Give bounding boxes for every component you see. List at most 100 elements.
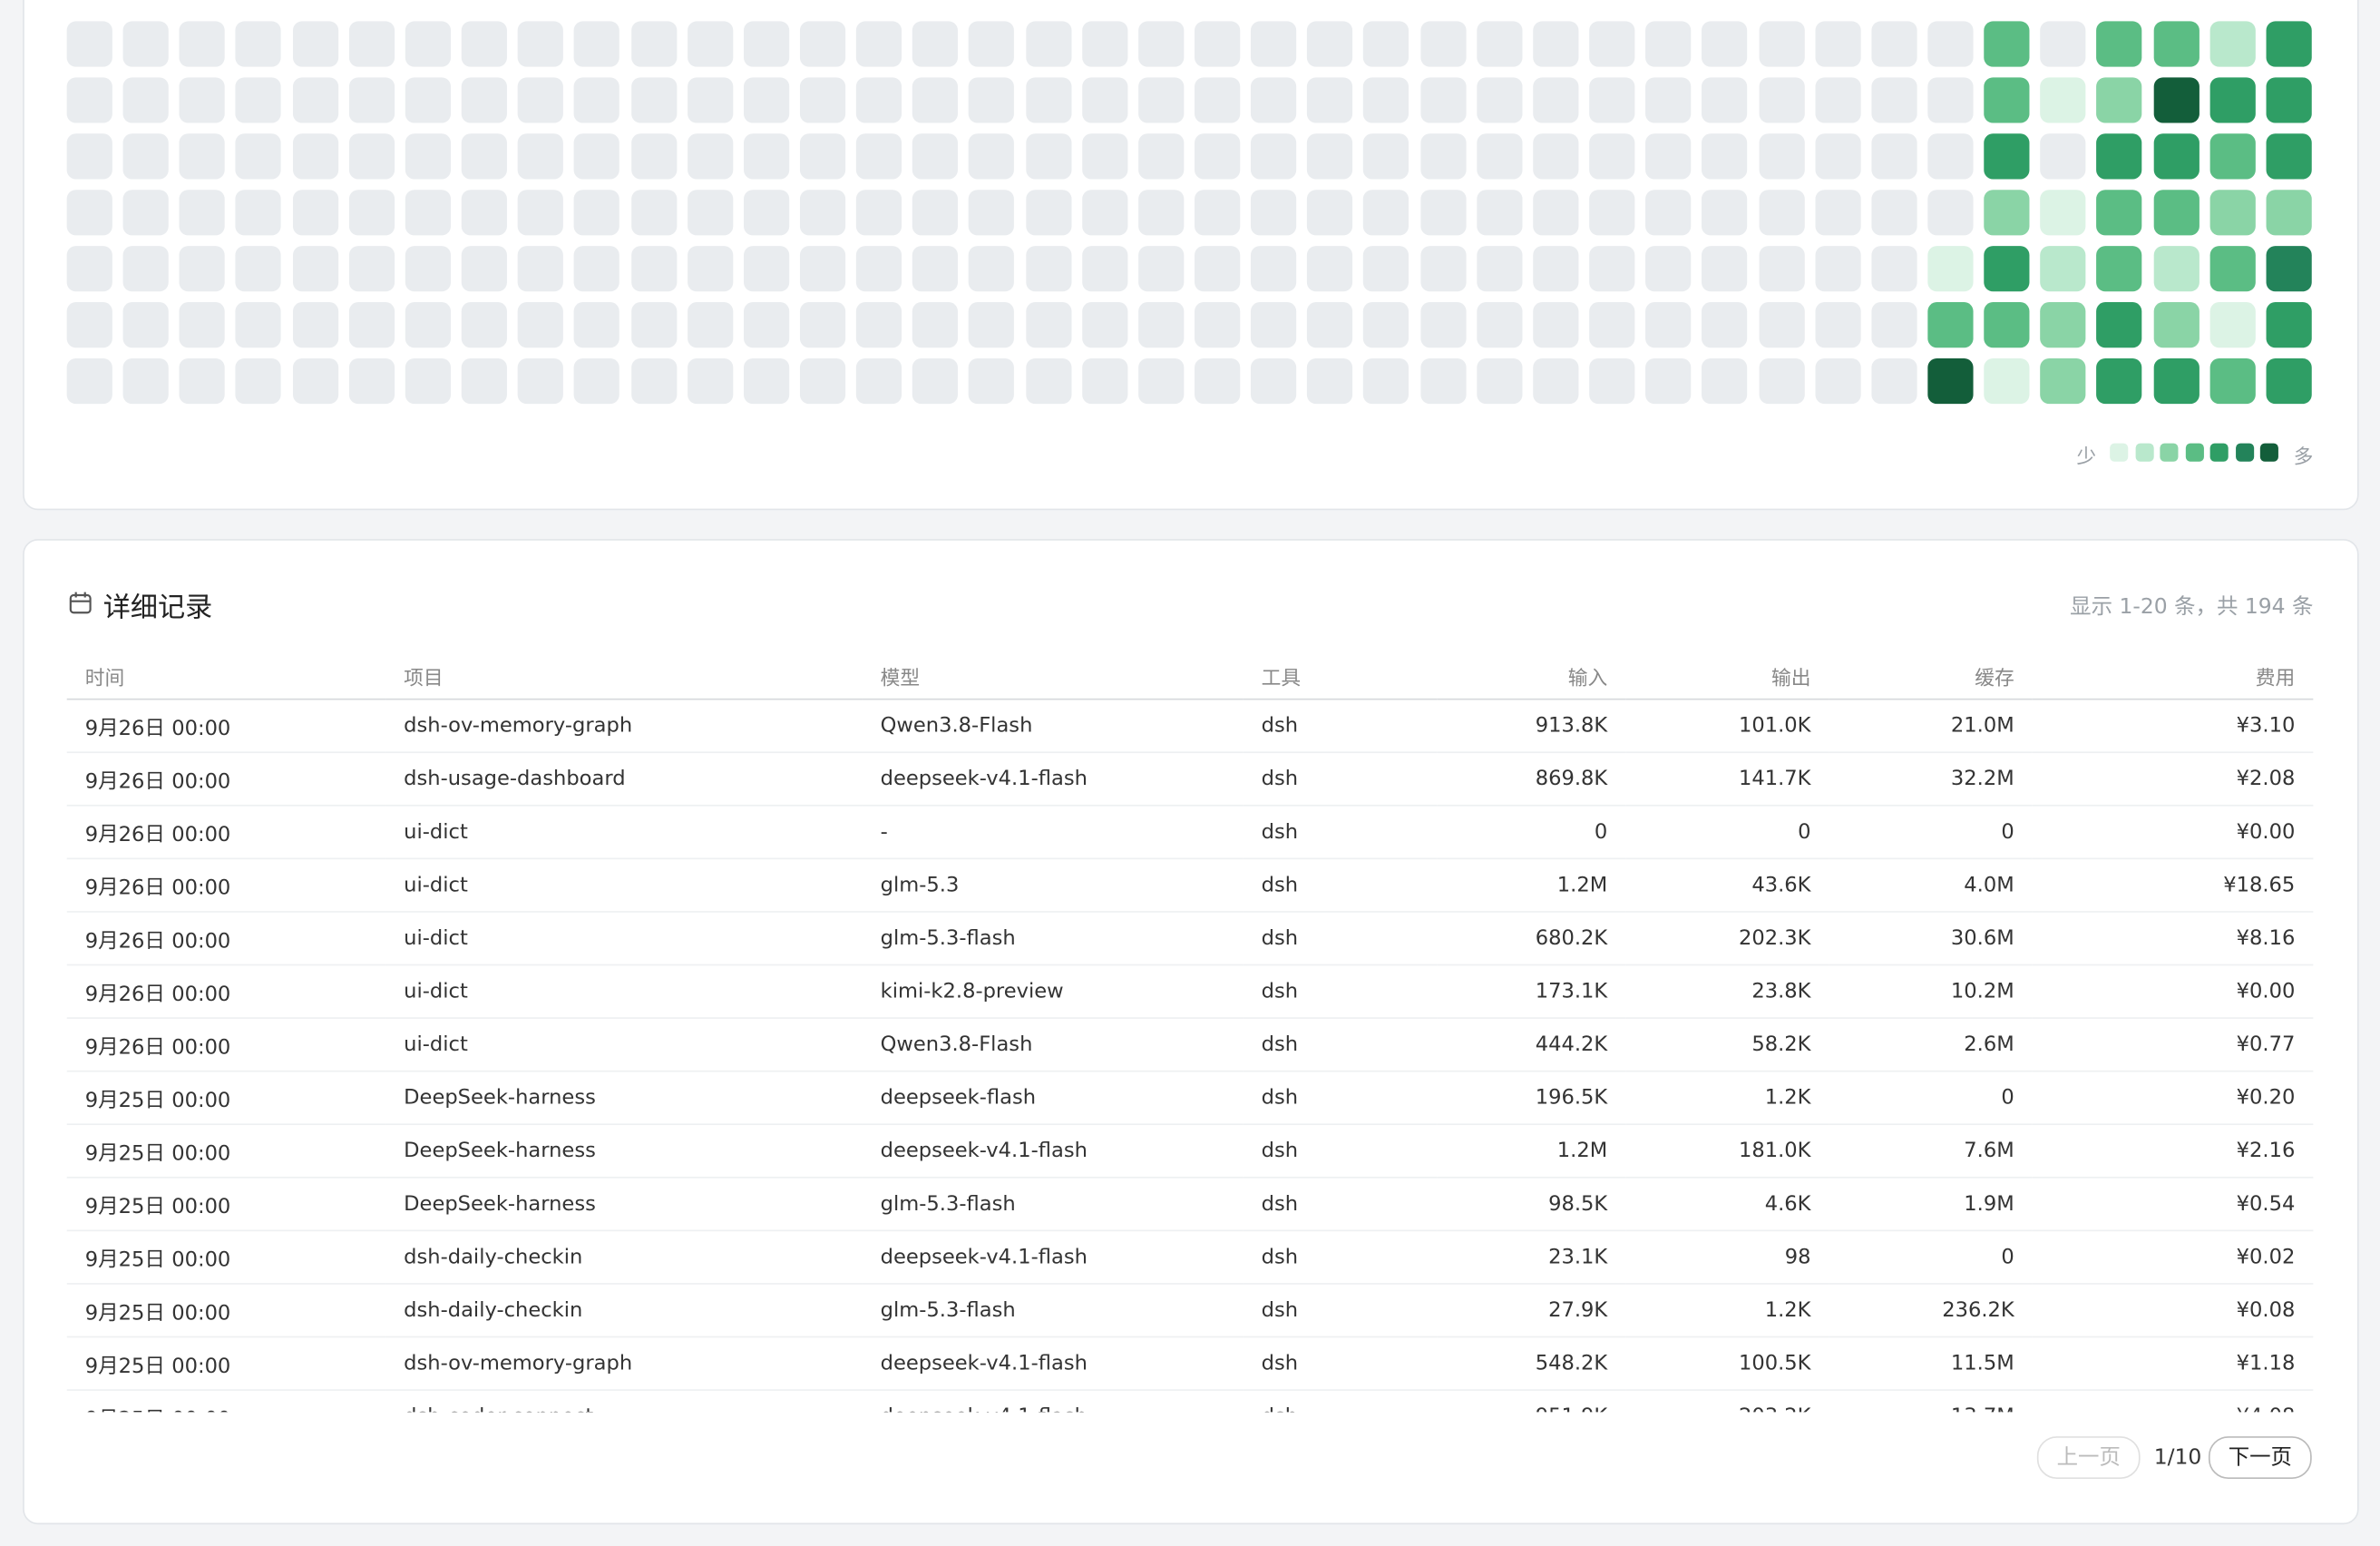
- heat-cell: [1814, 357, 1861, 405]
- record-row: 9月26日 00:00 dsh-usage-dashboard deepseek-v…: [66, 752, 2314, 807]
- record-row: 9月25日 00:00 dsh-ov-memory-graph deepseek-v…: [66, 1336, 2314, 1391]
- record-cell: 9月26日 00:00: [66, 752, 386, 807]
- heat-cell: [2152, 246, 2200, 292]
- heat-cell: [1589, 246, 1635, 292]
- heat-cell: [687, 302, 733, 348]
- record-cell: ¥4.08: [2032, 1390, 2314, 1413]
- heat-cell: [1927, 302, 1974, 348]
- heat-cell: [2266, 246, 2312, 292]
- heat-cell: [1025, 21, 1071, 67]
- heat-cell: [2152, 21, 2200, 67]
- heat-cell: [292, 302, 338, 348]
- heat-cell: [179, 357, 226, 405]
- record-cell: 2.6M: [1829, 1018, 2033, 1072]
- heat-cell: [799, 357, 846, 405]
- record-cell: ui-dict: [385, 805, 863, 860]
- record-cell: dsh-ov-memory-graph: [385, 1336, 863, 1391]
- heat-cell: [348, 357, 395, 405]
- heat-cell: [236, 133, 282, 180]
- heat-cell: [1645, 246, 1692, 292]
- heat-cell: [912, 357, 959, 405]
- column-header: 时间: [66, 652, 386, 700]
- heat-cell: [1081, 246, 1127, 292]
- heat-cell: [1758, 190, 1804, 236]
- heat-cell: [1307, 21, 1353, 67]
- next-button[interactable]: 下一页: [2208, 1436, 2312, 1479]
- heat-cell: [743, 190, 789, 236]
- record-cell: ¥18.65: [2032, 858, 2314, 913]
- heat-cell: [856, 21, 902, 67]
- heat-cell: [1251, 21, 1297, 67]
- heat-cell: [1307, 133, 1353, 180]
- heat-cell: [969, 77, 1015, 123]
- column-header: 项目: [385, 652, 863, 700]
- heat-cell: [743, 357, 789, 405]
- record-cell: deepseek-flash: [862, 1071, 1244, 1126]
- record-cell: 0: [1829, 805, 2033, 860]
- record-cell: 9月25日 00:00: [66, 1071, 386, 1126]
- heat-cell: [1702, 21, 1748, 67]
- heat-cell: [1476, 246, 1523, 292]
- heat-cell: [1137, 190, 1185, 236]
- heat-cell: [1533, 246, 1579, 292]
- heat-cell: [574, 302, 620, 348]
- heat-cell: [236, 190, 282, 236]
- record-cell: 141.7K: [1625, 752, 1829, 807]
- record-cell: deepseek-v4.1-flash: [862, 752, 1244, 807]
- record-cell: 0: [1829, 1071, 2033, 1126]
- table-scroll: 时间 项目 模型 工具 输入 输出 缓存 费用 9月26日 00:00 dsh-ov-memory…: [66, 652, 2314, 1413]
- legend-swatch: [2160, 443, 2179, 462]
- records-summary: 显示 1-20 条，共 194 条: [2070, 595, 2314, 620]
- heat-cell: [517, 21, 564, 67]
- record-cell: dsh: [1243, 1283, 1438, 1338]
- heat-cell: [461, 77, 508, 123]
- record-cell: 23.1K: [1437, 1230, 1626, 1285]
- record-cell: 9月25日 00:00: [66, 1177, 386, 1232]
- heat-cell: [66, 77, 112, 123]
- heat-cell: [2266, 357, 2312, 405]
- heat-cell: [66, 133, 112, 180]
- heat-cell: [405, 357, 451, 405]
- heat-cell: [2096, 302, 2142, 348]
- heat-cell: [969, 133, 1015, 180]
- heat-cell: [969, 21, 1015, 67]
- heat-cell: [1307, 302, 1353, 348]
- heat-cell: [179, 190, 226, 236]
- heat-cell: [912, 246, 959, 292]
- record-cell: 9月26日 00:00: [66, 911, 386, 966]
- heat-cell: [461, 246, 508, 292]
- heat-cell: [236, 302, 282, 348]
- heat-cell: [630, 357, 677, 405]
- heat-cell: [1137, 357, 1185, 405]
- heat-cell: [799, 77, 846, 123]
- heat-cell: [2040, 246, 2086, 292]
- heat-cell: [2040, 302, 2086, 348]
- heat-cell: [799, 302, 846, 348]
- heat-cell: [1871, 77, 1917, 123]
- heat-cell: [1307, 246, 1353, 292]
- record-cell: 9月25日 00:00: [66, 1283, 386, 1338]
- record-cell: 9月25日 00:00: [66, 1336, 386, 1391]
- record-row: 9月26日 00:00 dsh-ov-memory-graph Qwen3.8-Fl…: [66, 699, 2314, 754]
- record-cell: ¥3.10: [2032, 699, 2314, 754]
- record-row: 9月26日 00:00 ui-dict glm-5.3 dsh 1.2M 43.6K 4.0…: [66, 858, 2314, 913]
- record-row: 9月25日 00:00 dsh-daily-checkin deepseek-v4.…: [66, 1230, 2314, 1285]
- column-header: 输出: [1625, 652, 1829, 700]
- heat-cell: [1927, 190, 1974, 236]
- heat-cell: [574, 133, 620, 180]
- heat-cell: [122, 190, 169, 236]
- heat-cell: [1081, 357, 1127, 405]
- record-cell: 100.5K: [1625, 1336, 1829, 1391]
- heat-cell: [630, 21, 677, 67]
- record-cell: 173.1K: [1437, 964, 1626, 1019]
- heat-cell: [2152, 133, 2200, 180]
- heat-cell: [1419, 77, 1466, 123]
- prev-button[interactable]: 上一页: [2036, 1436, 2141, 1479]
- heat-cell: [1645, 302, 1692, 348]
- record-cell: DeepSeek-harness: [385, 1124, 863, 1179]
- heat-cell: [1814, 77, 1861, 123]
- heat-cell: [1814, 133, 1861, 180]
- heat-cell: [348, 133, 395, 180]
- record-cell: deepseek-v4.1-flash: [862, 1390, 1244, 1413]
